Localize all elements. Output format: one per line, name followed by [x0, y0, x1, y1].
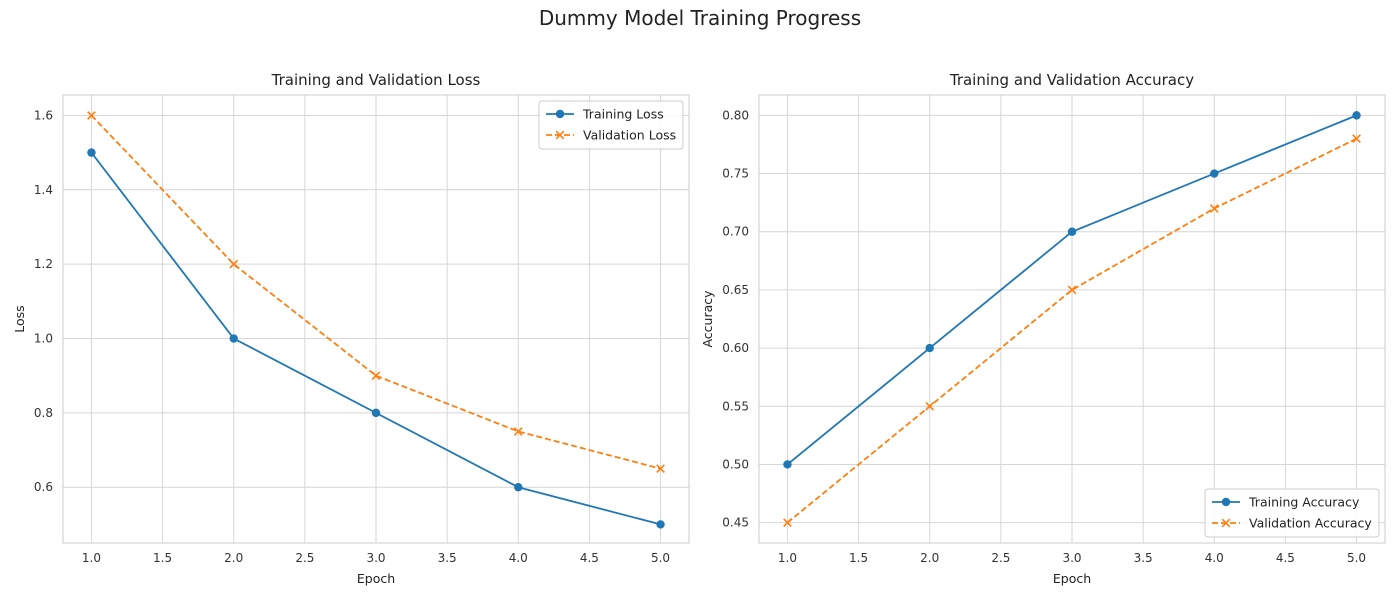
x-tick-label: 5.0 — [651, 551, 670, 565]
legend: Training Loss Validation Loss — [538, 100, 684, 150]
legend: Training Accuracy Validation Accuracy — [1204, 488, 1380, 538]
y-tick-label: 0.6 — [34, 480, 53, 494]
y-tick-label: 0.80 — [722, 108, 749, 122]
x-tick-label: 2.0 — [920, 551, 939, 565]
y-tick-label: 0.50 — [722, 457, 749, 471]
chart-panel-2: 1.0 1.5 2.0 2.5 3.0 3.5 4.0 4.5 5.0 0.45 0.50 0.55 0… — [700, 71, 1386, 586]
y-axis-label: Accuracy — [700, 290, 715, 348]
x-tick-label: 1.0 — [778, 551, 797, 565]
y-tick-label: 1.0 — [34, 332, 53, 346]
y-tick-label: 0.75 — [722, 167, 749, 181]
chart-panel-1: 1.0 1.5 2.0 2.5 3.0 3.5 4.0 4.5 5.0 0.6 0.8 1.0 1.2 1… — [12, 71, 690, 586]
data-point — [87, 148, 96, 157]
x-axis-label: Epoch — [1053, 571, 1091, 586]
data-point — [783, 460, 792, 469]
x-tick-label: 2.5 — [295, 551, 314, 565]
plot-frame — [62, 94, 690, 544]
data-point — [514, 483, 523, 492]
data-point — [87, 111, 96, 120]
data-point — [371, 371, 381, 381]
x-tick-label: 1.5 — [849, 551, 868, 565]
x-tick-label: 3.0 — [366, 551, 385, 565]
y-tick-label: 0.8 — [34, 406, 53, 420]
chart-title: Training and Validation Loss — [271, 71, 481, 89]
figure-title: Dummy Model Training Progress — [538, 6, 862, 30]
data-point — [1067, 227, 1077, 236]
y-tick-label: 1.4 — [34, 183, 53, 197]
x-tick-label: 3.0 — [1062, 551, 1081, 565]
x-tick-label: 5.0 — [1347, 551, 1366, 565]
y-tick-label: 0.45 — [722, 516, 749, 530]
x-axis-label: Epoch — [357, 571, 395, 586]
legend-swatch-marker — [555, 130, 565, 140]
x-tick-label: 3.5 — [438, 551, 457, 565]
x-tick-label: 2.5 — [991, 551, 1010, 565]
legend-label: Validation Accuracy — [1249, 516, 1372, 531]
legend-box — [1204, 488, 1380, 538]
y-tick-label: 0.65 — [722, 283, 749, 297]
legend-box — [538, 100, 684, 150]
x-tick-label: 1.0 — [82, 551, 101, 565]
x-tick-label: 4.0 — [1205, 551, 1224, 565]
y-tick-label: 1.6 — [34, 108, 53, 122]
x-tick-label: 4.5 — [1276, 551, 1295, 565]
data-point — [656, 520, 665, 529]
x-tick-label: 2.0 — [224, 551, 243, 565]
legend-swatch-marker — [555, 109, 565, 119]
x-tick-label: 1.5 — [153, 551, 172, 565]
data-point — [1210, 169, 1219, 178]
data-point — [925, 343, 934, 353]
y-tick-label: 1.2 — [34, 257, 53, 271]
data-point — [1209, 204, 1219, 213]
legend-swatch-marker — [1221, 518, 1231, 528]
x-tick-label: 4.0 — [509, 551, 528, 565]
data-point — [925, 401, 935, 411]
legend-swatch-marker — [1221, 497, 1231, 507]
y-axis-label: Loss — [12, 305, 27, 332]
data-point — [656, 464, 665, 474]
data-point — [1352, 134, 1361, 144]
data-point — [513, 427, 523, 436]
data-point — [1067, 285, 1077, 295]
data-point — [371, 408, 381, 418]
data-point — [229, 334, 238, 343]
y-tick-label: 0.70 — [722, 225, 749, 239]
data-point — [783, 518, 792, 528]
x-tick-label: 4.5 — [580, 551, 599, 565]
data-point — [229, 259, 239, 269]
y-tick-label: 0.60 — [722, 341, 749, 355]
plot-frame — [758, 94, 1386, 544]
y-tick-label: 0.55 — [722, 399, 749, 413]
legend-label: Validation Loss — [583, 128, 676, 143]
legend-label: Training Loss — [582, 107, 664, 122]
series-line — [786, 137, 1357, 524]
series-line — [90, 114, 661, 470]
x-tick-label: 3.5 — [1134, 551, 1153, 565]
chart-title: Training and Validation Accuracy — [949, 71, 1194, 89]
legend-label: Training Accuracy — [1248, 495, 1360, 510]
data-point — [1352, 111, 1361, 120]
